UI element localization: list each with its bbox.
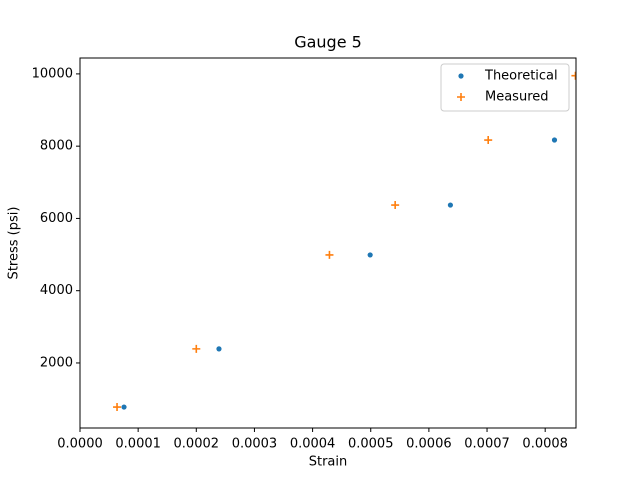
point [447, 202, 454, 208]
x-tick-label: 0.0001 [115, 437, 161, 452]
y-tick-label: 2000 [40, 355, 73, 370]
y-tick-label: 10000 [32, 66, 73, 81]
point [367, 252, 373, 258]
x-axis-label: Strain [309, 455, 348, 470]
y-tick-label: 8000 [40, 139, 73, 154]
x-tick-label: 0.0004 [290, 437, 336, 452]
y-tick-label: 6000 [40, 211, 73, 226]
y-axis-label: Stress (psi) [7, 207, 22, 280]
legend-box [440, 63, 570, 112]
point [113, 403, 122, 412]
legend-marker [457, 93, 465, 101]
legend-marker [458, 73, 464, 79]
y-tick-label: 4000 [40, 283, 73, 298]
legend-label: Theoretical [484, 69, 558, 84]
x-tick-label: 0.0003 [232, 437, 278, 452]
x-tick-label: 0.0002 [174, 437, 220, 452]
point [325, 250, 334, 259]
point [551, 137, 558, 143]
x-tick-label: 0.0005 [348, 437, 394, 452]
x-tick-label: 0.0000 [57, 437, 103, 452]
x-tick-label: 0.0007 [464, 437, 510, 452]
plot-area [113, 71, 576, 412]
point [216, 346, 222, 352]
x-tick-label: 0.0008 [522, 437, 568, 452]
point [391, 201, 400, 210]
x-tick-label: 0.0006 [406, 437, 452, 452]
point [121, 404, 127, 410]
axes-frame [79, 57, 577, 429]
point [571, 71, 576, 80]
chart-title: Gauge 5 [294, 33, 362, 52]
point [484, 136, 493, 145]
point [192, 344, 201, 353]
legend-label: Measured [485, 90, 549, 105]
